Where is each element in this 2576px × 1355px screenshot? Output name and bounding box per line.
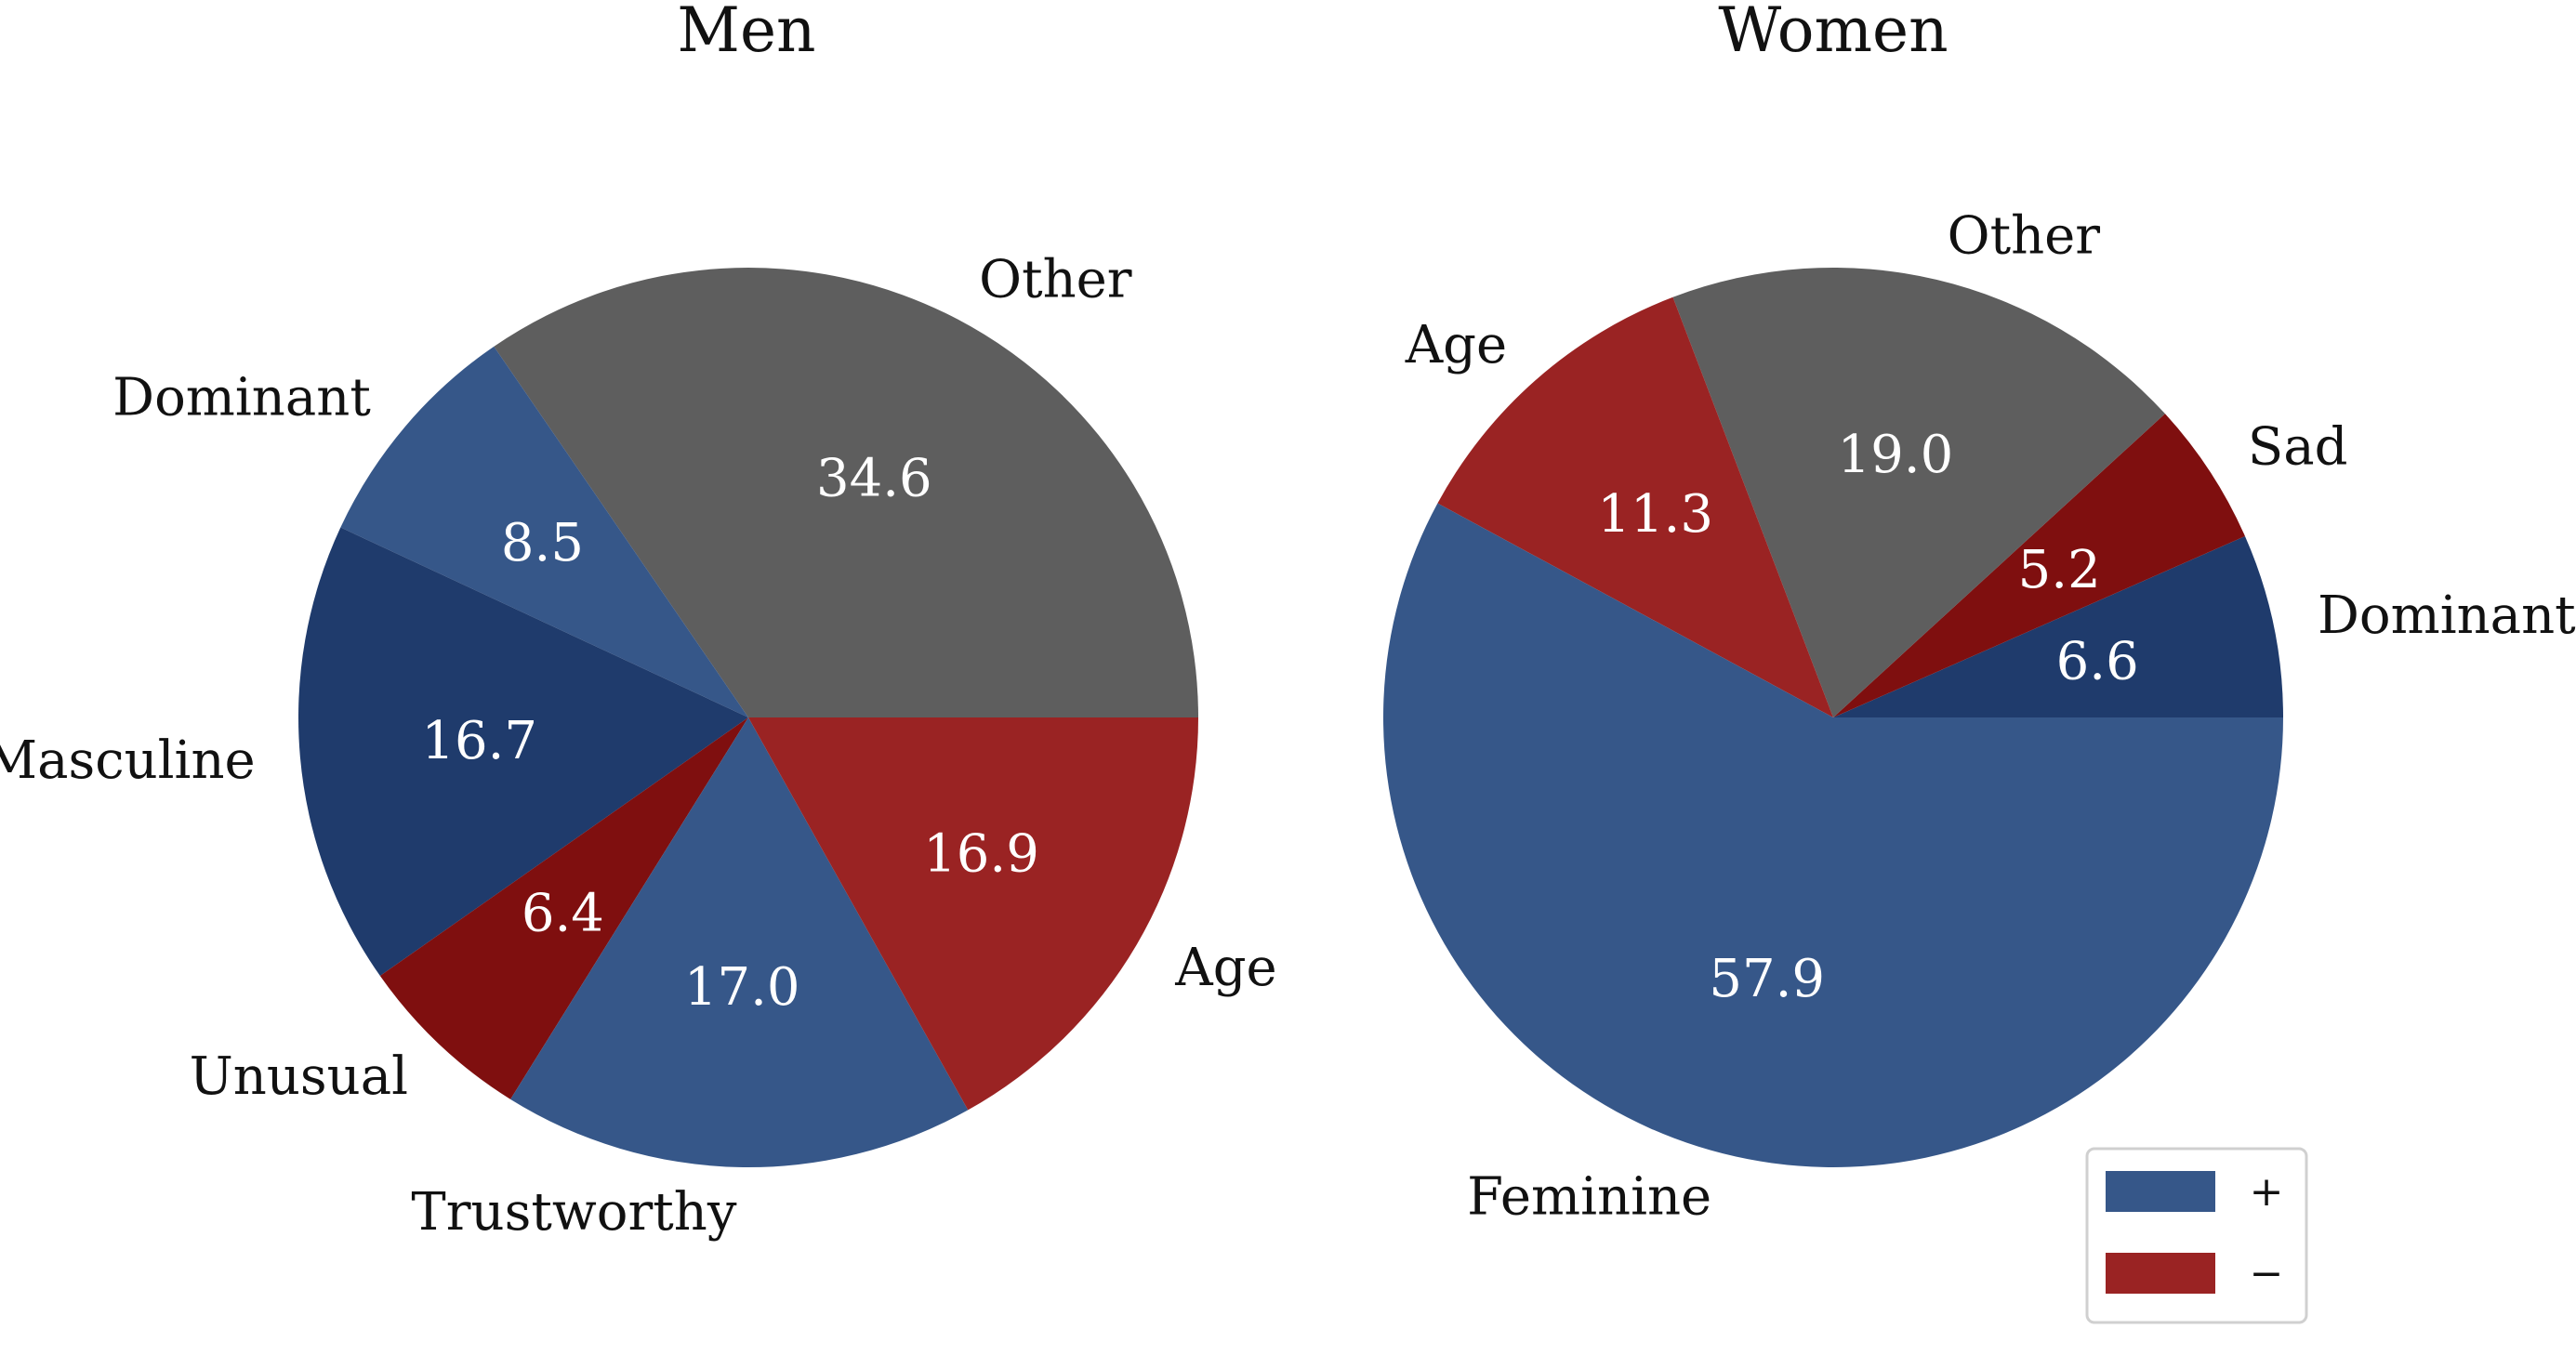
pie-category-label-men-dominant: Dominant [112,367,371,428]
pie-category-label-women-other: Other [1948,205,2101,266]
legend-label-negative: − [2250,1250,2284,1297]
legend-swatch-negative [2106,1253,2215,1294]
pie-value-label-women-dominant: 6.6 [2056,632,2139,692]
pie-category-label-men-unusual: Unusual [190,1046,408,1107]
pie-slice-women-age [1437,296,1833,717]
pie-slice-men-masculine [298,527,748,977]
legend: + − [2085,1147,2308,1324]
pie-value-label-women-age: 11.3 [1597,484,1713,545]
pie-value-label-men-unusual: 6.4 [522,883,604,943]
pie-value-label-women-sad: 5.2 [2018,540,2101,600]
pie-category-label-women-feminine: Feminine [1467,1167,1711,1228]
pie-slices-men: 34.6 Other 8.5 Dominant 16.7 Masculine 6.4 Unus… [0,249,1277,1242]
chart-title-women: Women [1718,0,1948,66]
pie-slice-women-dominant [1833,535,2283,717]
pie-category-label-men-other: Other [979,249,1132,309]
pie-slice-women-feminine [1382,503,2283,1167]
pie-category-label-men-masculine: Masculine [0,730,256,791]
pie-slice-women-other [1672,268,2165,717]
pie-value-label-women-other: 19.0 [1838,425,1954,485]
pie-value-label-men-dominant: 8.5 [501,513,584,573]
legend-label-positive: + [2250,1168,2284,1216]
pie-value-label-men-masculine: 16.7 [421,711,537,771]
pie-slice-men-age [748,717,1198,1111]
pie-category-label-women-dominant: Dominant [2318,585,2576,646]
legend-swatch-positive [2106,1171,2215,1212]
chart-title-men: Men [677,0,815,66]
pie-slice-men-unusual [379,717,748,1099]
pie-category-label-women-age: Age [1405,315,1507,375]
pie-slice-men-dominant [340,346,748,717]
pie-category-label-men-trustworthy: Trustworthy [411,1182,736,1243]
pie-slice-women-sad [1833,414,2245,717]
pie-value-label-men-age: 16.9 [923,823,1039,884]
pie-slice-men-other [494,268,1198,717]
pie-slices-women: 6.6 Dominant 5.2 Sad 19.0 Other 11.3 Age 57.9 Fem… [1382,205,2576,1228]
pie-category-label-women-sad: Sad [2248,417,2348,478]
pie-value-label-women-feminine: 57.9 [1709,949,1825,1009]
pie-category-label-men-age: Age [1174,938,1276,998]
pie-slice-men-trustworthy [510,717,969,1167]
pie-chart-women: Women 6.6 Dominant 5.2 Sad 19.0 Other 11.3 Age 5… [1382,0,2576,1228]
pie-chart-men: Men 34.6 Other 8.5 Dominant 16.7 Masculine 6.4… [0,0,1277,1243]
pie-value-label-men-other: 34.6 [816,449,932,509]
pie-value-label-men-trustworthy: 17.0 [684,957,800,1018]
